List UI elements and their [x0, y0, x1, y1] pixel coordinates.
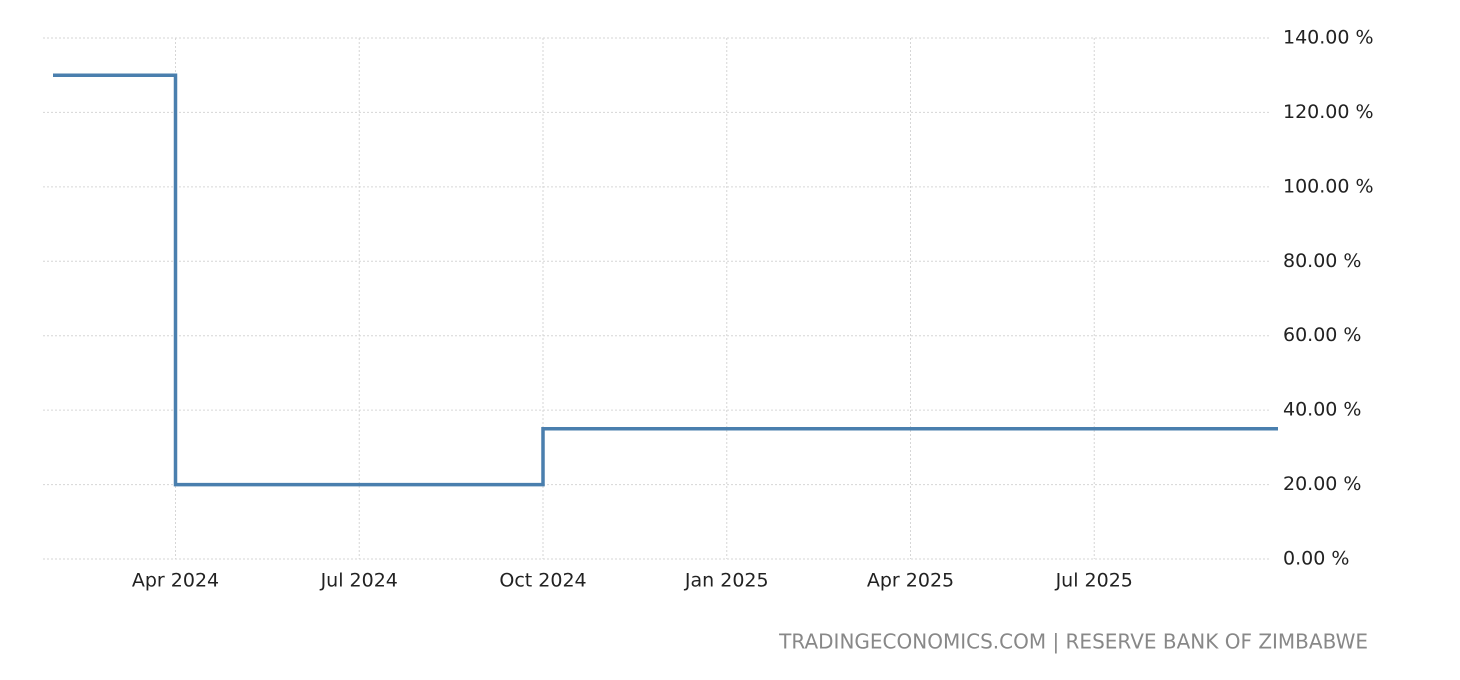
x-tick-label: Apr 2024 — [132, 570, 219, 592]
x-tick-label: Jul 2025 — [1055, 570, 1133, 592]
y-tick-label: 20.00 % — [1283, 473, 1362, 495]
source: TRADINGECONOMICS.COM | RESERVE BANK OF Z… — [778, 630, 1368, 654]
y-tick-label: 60.00 % — [1283, 324, 1362, 346]
x-tick-label: Jan 2025 — [684, 570, 769, 592]
x-tick-label: Jul 2024 — [320, 570, 398, 592]
x-tick-label: Oct 2024 — [499, 570, 586, 592]
y-tick-label: 0.00 % — [1283, 548, 1349, 570]
y-tick-label: 120.00 % — [1283, 101, 1374, 123]
y-tick-label: 140.00 % — [1283, 27, 1374, 49]
series-line — [53, 73, 1278, 487]
x-tick-label: Apr 2025 — [867, 570, 954, 592]
y-tick-label: 100.00 % — [1283, 175, 1374, 197]
y-tick-label: 80.00 % — [1283, 250, 1362, 272]
y-tick-label: 40.00 % — [1283, 399, 1362, 421]
